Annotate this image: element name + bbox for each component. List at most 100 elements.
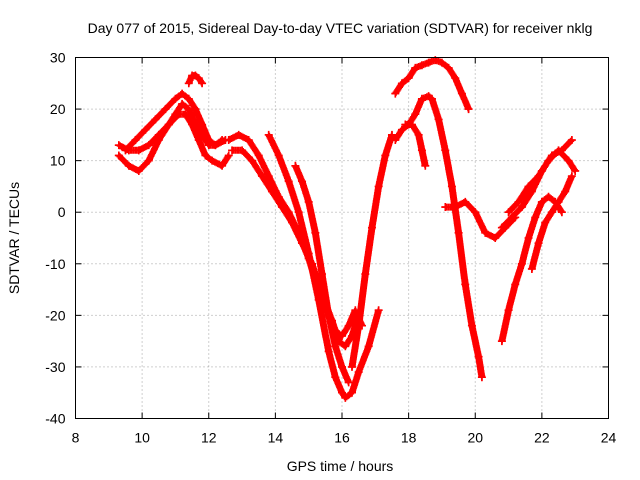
data-point — [417, 146, 426, 155]
data-point — [534, 172, 543, 181]
y-axis-label: SDTVAR / TECUs — [6, 182, 22, 294]
x-tick-label: 16 — [334, 430, 350, 446]
data-point — [404, 74, 413, 83]
data-point — [471, 208, 480, 217]
data-point — [331, 373, 340, 382]
data-point — [527, 264, 536, 273]
data-point — [264, 130, 273, 139]
data-point — [534, 239, 543, 248]
data-point — [324, 347, 333, 356]
data-point — [451, 203, 460, 212]
data-point — [444, 63, 453, 72]
data-point — [178, 89, 187, 98]
series-track-p — [504, 146, 580, 217]
series-track-j — [391, 56, 473, 114]
data-point — [507, 213, 516, 222]
data-point — [234, 130, 243, 139]
data-point — [124, 161, 133, 170]
data-point — [461, 197, 470, 206]
data-point — [367, 223, 376, 232]
data-point — [447, 182, 456, 191]
data-point — [434, 115, 443, 124]
y-tick-label: -30 — [45, 359, 65, 375]
data-point — [278, 203, 287, 212]
data-point — [304, 197, 313, 206]
x-tick-label: 14 — [268, 430, 284, 446]
data-point — [504, 306, 513, 315]
data-point — [311, 228, 320, 237]
data-point — [424, 58, 433, 67]
data-point — [464, 105, 473, 114]
data-point — [474, 352, 483, 361]
data-point — [191, 105, 200, 114]
series-track-d — [184, 71, 207, 88]
data-point — [298, 177, 307, 186]
y-tick-label: 0 — [58, 204, 66, 220]
data-point — [441, 203, 450, 212]
data-point — [324, 311, 333, 320]
data-point — [491, 234, 500, 242]
x-tick-label: 20 — [467, 430, 483, 446]
data-point — [134, 146, 143, 155]
x-tick-label: 18 — [401, 430, 417, 446]
data-point — [361, 270, 370, 279]
data-point — [201, 151, 210, 160]
data-point — [537, 197, 546, 206]
data-point — [467, 321, 476, 330]
data-point — [331, 342, 340, 351]
data-point — [544, 192, 553, 201]
data-point — [141, 125, 150, 134]
series-markers — [228, 146, 363, 350]
data-point — [511, 280, 520, 289]
data-point — [198, 120, 207, 129]
data-point — [561, 187, 570, 196]
data-point — [421, 161, 430, 170]
data-point — [338, 362, 346, 371]
series-track-h — [291, 161, 353, 387]
data-point — [228, 146, 237, 155]
data-point — [294, 208, 303, 217]
data-point — [461, 280, 470, 289]
data-point — [121, 146, 130, 155]
data-point — [347, 388, 356, 397]
data-point — [164, 120, 173, 129]
data-point — [364, 342, 373, 351]
series-track-g — [264, 130, 383, 402]
series-track-f — [228, 146, 363, 351]
y-tick-label: 10 — [50, 153, 66, 169]
data-point — [517, 259, 526, 268]
data-point — [354, 321, 363, 330]
data-point — [318, 270, 327, 279]
data-point — [341, 342, 350, 351]
series-track-k — [391, 92, 486, 382]
data-point — [288, 218, 297, 227]
data-point — [554, 146, 563, 155]
data-point — [567, 172, 576, 181]
series-track-q — [527, 172, 576, 273]
data-point — [497, 337, 506, 346]
data-point — [437, 58, 446, 67]
data-point — [244, 136, 253, 145]
data-point — [338, 388, 346, 397]
data-point — [291, 161, 300, 170]
data-point — [341, 393, 350, 402]
data-point — [284, 177, 293, 186]
data-point — [441, 146, 450, 155]
data-point — [567, 136, 576, 145]
data-point — [218, 161, 227, 170]
data-point — [208, 156, 217, 165]
data-point — [524, 182, 533, 191]
series-track-i — [347, 130, 396, 371]
data-point — [397, 125, 406, 134]
data-point — [211, 141, 220, 150]
data-point — [238, 146, 247, 155]
series-track-o — [497, 192, 566, 346]
data-point — [451, 74, 460, 83]
x-tick-label: 22 — [534, 430, 550, 446]
x-tick-labels: 8 10 12 14 16 18 20 22 24 — [72, 430, 617, 446]
data-point — [514, 197, 523, 206]
series-markers — [391, 92, 486, 381]
data-point — [151, 115, 160, 124]
data-point — [411, 110, 420, 119]
